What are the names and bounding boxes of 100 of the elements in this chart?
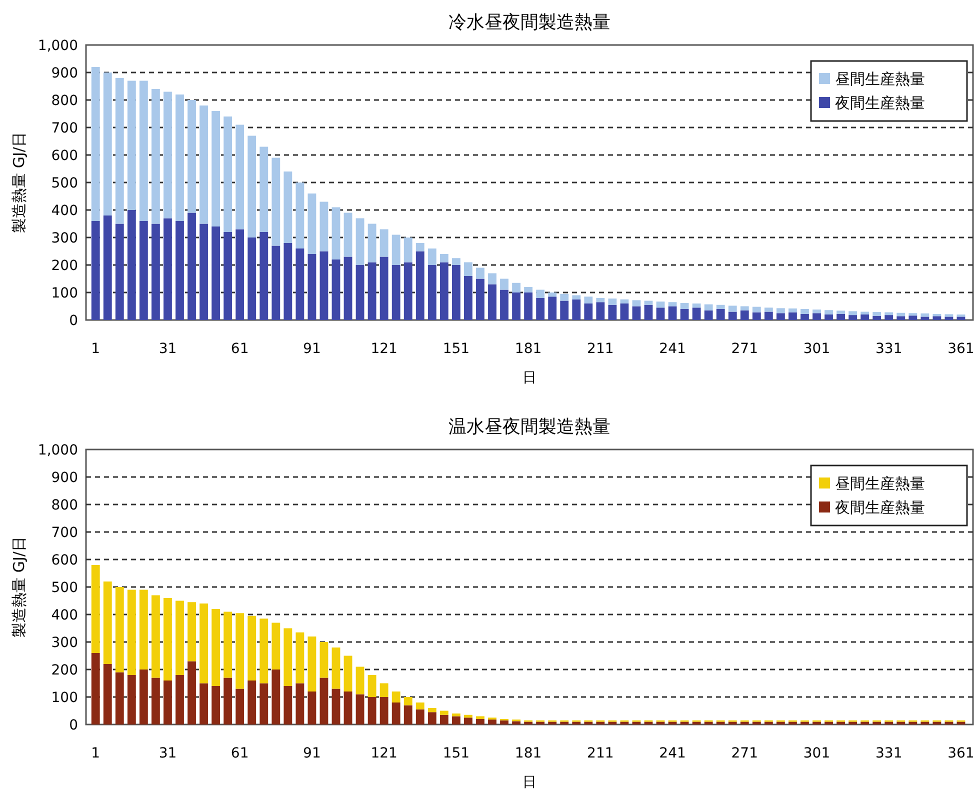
bar xyxy=(428,708,436,712)
bar xyxy=(836,310,845,314)
bar xyxy=(764,308,773,312)
bar xyxy=(284,686,292,724)
bar xyxy=(188,100,196,213)
bar xyxy=(812,722,821,724)
bar xyxy=(236,229,244,320)
bar xyxy=(428,712,436,724)
chart-title: 温水昼夜間製造熱量 xyxy=(448,416,610,438)
bar xyxy=(848,722,858,724)
bar xyxy=(836,314,845,320)
bar xyxy=(200,604,208,684)
bar xyxy=(560,722,569,724)
bar xyxy=(296,632,304,684)
bar xyxy=(332,260,340,320)
bar xyxy=(464,718,472,724)
bar xyxy=(368,697,376,724)
bar xyxy=(656,302,665,308)
y-tick-label: 300 xyxy=(51,230,78,246)
bar xyxy=(212,111,220,226)
bar xyxy=(344,692,352,724)
bar xyxy=(452,716,460,724)
bar xyxy=(416,702,424,710)
x-tick-label: 61 xyxy=(230,341,249,357)
bar xyxy=(416,251,424,320)
bar xyxy=(296,683,304,724)
bar xyxy=(584,304,593,320)
bar xyxy=(800,722,809,724)
bar xyxy=(788,312,797,320)
bar xyxy=(176,221,184,320)
bar xyxy=(200,106,208,224)
bar xyxy=(944,314,954,317)
bar xyxy=(103,72,112,216)
bar xyxy=(272,670,280,724)
bar xyxy=(428,248,436,265)
bar xyxy=(704,304,713,310)
x-tick-label: 241 xyxy=(659,341,686,357)
bar xyxy=(404,697,412,706)
bar xyxy=(824,314,833,320)
bar xyxy=(704,722,713,724)
bar xyxy=(512,282,520,292)
bar xyxy=(380,229,388,257)
bar xyxy=(536,298,545,320)
bar xyxy=(464,714,472,718)
bar xyxy=(308,254,316,320)
bar xyxy=(644,300,653,305)
x-tick-label: 331 xyxy=(876,341,902,357)
bar xyxy=(260,683,268,724)
bar xyxy=(584,296,593,304)
bar xyxy=(127,210,136,320)
bar xyxy=(884,315,894,320)
y-tick-label: 0 xyxy=(69,313,78,329)
bar xyxy=(728,306,737,312)
bar xyxy=(824,722,833,724)
y-axis-title: 製造熱量 GJ/日 xyxy=(10,132,28,233)
bar xyxy=(500,290,508,320)
bar xyxy=(956,316,966,320)
bar xyxy=(812,313,821,320)
bar xyxy=(488,273,496,284)
bar xyxy=(320,251,328,320)
bar xyxy=(139,80,148,221)
bar xyxy=(908,316,918,320)
bar xyxy=(127,80,136,210)
bar xyxy=(260,618,268,684)
bar xyxy=(103,216,112,320)
bar xyxy=(176,94,184,221)
y-tick-label: 400 xyxy=(51,203,78,219)
bar xyxy=(115,587,124,672)
bar xyxy=(356,218,364,265)
bar xyxy=(668,302,677,306)
bar xyxy=(272,246,280,320)
bar xyxy=(452,714,460,716)
bar xyxy=(320,202,328,252)
x-tick-label: 181 xyxy=(514,341,542,357)
bar xyxy=(896,312,906,316)
x-tick-label: 361 xyxy=(948,341,974,357)
bar xyxy=(139,590,148,670)
bar xyxy=(620,722,629,724)
bar xyxy=(368,224,376,262)
bar xyxy=(308,194,316,254)
bar xyxy=(103,664,112,724)
x-tick-label: 121 xyxy=(370,341,398,357)
bar xyxy=(872,316,882,320)
y-tick-label: 500 xyxy=(51,176,78,192)
bar xyxy=(152,678,160,724)
bar xyxy=(848,311,858,316)
y-tick-label: 1,000 xyxy=(38,38,78,54)
y-axis-title: 製造熱量 GJ/日 xyxy=(10,536,28,638)
bar xyxy=(224,678,232,724)
bar xyxy=(428,265,436,320)
bar xyxy=(788,308,797,312)
bar xyxy=(320,642,328,678)
x-tick-label: 331 xyxy=(876,746,902,762)
bar xyxy=(91,653,100,724)
bar xyxy=(560,300,569,320)
bar xyxy=(620,304,629,320)
bar xyxy=(452,258,460,265)
bar xyxy=(224,612,232,678)
bar xyxy=(115,224,124,320)
bar xyxy=(596,302,605,320)
